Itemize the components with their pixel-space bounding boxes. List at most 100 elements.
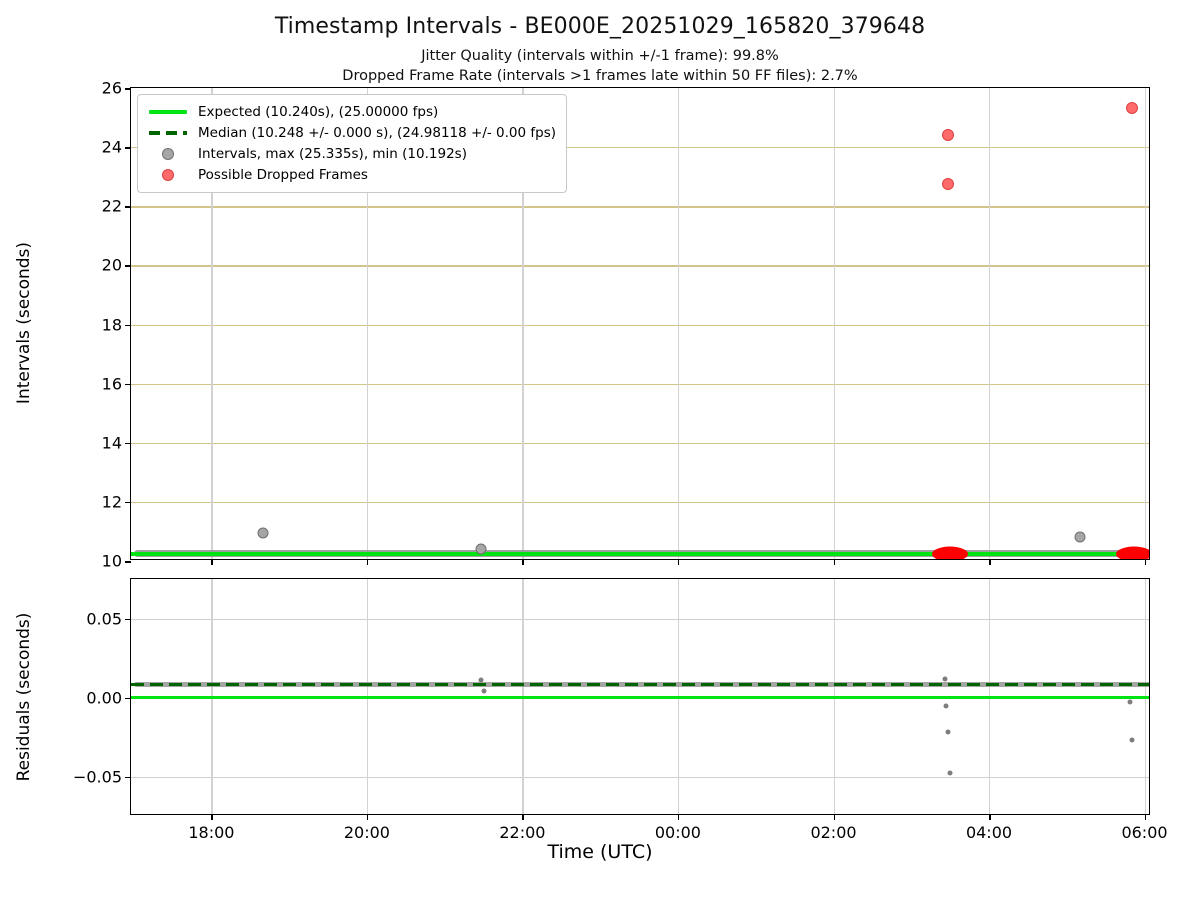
intervals-gridline-h	[131, 442, 1149, 445]
intervals-data-point	[1074, 531, 1086, 543]
intervals-y-tick-label: 18	[101, 315, 122, 334]
intervals-y-tick	[125, 501, 131, 504]
intervals-y-tick-label: 10	[101, 551, 122, 571]
residuals-x-tick	[211, 814, 213, 820]
legend-line-solid-icon	[146, 109, 190, 114]
legend-line-dashed-icon	[146, 130, 190, 135]
intervals-y-tick	[125, 383, 131, 386]
legend-label-dropped: Possible Dropped Frames	[198, 166, 368, 183]
intervals-y-tick-label: 20	[101, 255, 122, 275]
intervals-gridline-v	[1144, 88, 1146, 559]
residuals-y-tick-label: 0.00	[86, 688, 122, 707]
intervals-x-tick	[211, 559, 213, 565]
intervals-x-tick	[366, 559, 369, 565]
legend-item-dropped: Possible Dropped Frames	[146, 164, 556, 185]
residuals-data-point	[945, 729, 950, 735]
intervals-gridline-h	[131, 265, 1149, 267]
intervals-gridline-v	[211, 88, 213, 559]
residuals-expected-line	[131, 695, 1149, 700]
residuals-plot-axes: −0.05 0.00 0.05 18:00 20:00 22:00 00:00 02:00 04…	[73, 578, 1168, 842]
chart-subtitle-jitter: Jitter Quality (intervals within +/-1 fr…	[421, 48, 779, 64]
intervals-gridline-h	[131, 147, 1149, 149]
intervals-expected-line	[131, 552, 1149, 556]
intervals-y-tick	[125, 561, 131, 563]
dropped-frame-point	[941, 128, 954, 141]
intervals-gridline-h	[131, 324, 1149, 326]
legend-item-expected: Expected (10.240s), (25.00000 fps)	[146, 101, 556, 122]
intervals-y-tick	[125, 442, 131, 445]
legend-item-median: Median (10.248 +/- 0.000 s), (24.98118 +…	[146, 122, 556, 143]
residuals-x-tick	[1144, 814, 1147, 820]
x-tick-label: 02:00	[810, 823, 857, 842]
x-axis-label: Time (UTC)	[547, 841, 653, 863]
x-tick-label: 04:00	[965, 823, 1013, 842]
residuals-x-tick	[989, 814, 991, 820]
intervals-gridline-v	[833, 88, 835, 559]
legend-marker-gray-icon	[146, 147, 190, 160]
residuals-data-point	[942, 676, 948, 681]
intervals-gridline-h	[131, 383, 1149, 385]
x-tick-label: 22:00	[499, 823, 546, 842]
residuals-gridline-h	[131, 776, 1149, 778]
intervals-x-tick	[833, 559, 836, 565]
intervals-x-tick	[522, 559, 524, 565]
intervals-gridline-v	[366, 88, 369, 559]
intervals-y-tick-label: 22	[101, 196, 122, 216]
residuals-y-tick	[125, 776, 131, 779]
dropped-frame-point	[1125, 101, 1138, 114]
intervals-gridline-h	[131, 206, 1149, 208]
legend-marker-red-icon	[146, 168, 190, 181]
residuals-y-tick-label: 0.05	[86, 609, 122, 628]
intervals-y-tick-label: 26	[101, 78, 122, 98]
intervals-y-tick	[125, 88, 131, 90]
legend-label-expected: Expected (10.240s), (25.00000 fps)	[198, 103, 439, 120]
intervals-y-tick-label: 12	[101, 492, 122, 512]
residuals-x-tick	[677, 814, 680, 820]
residuals-data-point	[1129, 737, 1135, 743]
residuals-y-tick	[125, 697, 131, 700]
intervals-y-axis-label: Intervals (seconds)	[14, 241, 34, 405]
residuals-y-tick-label: −0.05	[72, 767, 122, 786]
chart-subtitle-dropped: Dropped Frame Rate (intervals >1 frames …	[342, 68, 858, 84]
intervals-y-tick	[125, 147, 131, 149]
intervals-y-tick	[125, 265, 131, 267]
intervals-data-point	[475, 543, 487, 555]
chart-title: Timestamp Intervals - BE000E_20251029_16…	[274, 14, 926, 39]
intervals-data-point	[257, 527, 269, 539]
residuals-plot-area	[131, 579, 1149, 814]
intervals-plot-area	[131, 88, 1149, 559]
intervals-plot-axes: Expected (10.240s), (25.00000 fps) Media…	[102, 79, 1150, 571]
residuals-data-point	[943, 703, 949, 709]
residuals-x-tick	[366, 814, 369, 820]
intervals-y-tick-label: 16	[101, 374, 122, 394]
x-tick-label: 00:00	[654, 823, 701, 842]
residuals-x-tick	[833, 814, 836, 820]
residuals-data-point	[947, 770, 953, 776]
intervals-y-tick	[125, 324, 131, 327]
chart-legend: Expected (10.240s), (25.00000 fps) Media…	[137, 94, 568, 193]
residuals-median-line	[131, 683, 1149, 687]
intervals-x-tick	[989, 559, 991, 565]
residuals-data-point	[478, 677, 484, 683]
dropped-frame-cluster	[1116, 546, 1149, 559]
legend-label-median: Median (10.248 +/- 0.000 s), (24.98118 +…	[198, 124, 557, 141]
intervals-y-tick-label: 14	[101, 433, 122, 453]
intervals-y-tick-label: 24	[101, 137, 122, 157]
intervals-x-tick	[1144, 559, 1147, 565]
intervals-gridline-h	[131, 501, 1149, 504]
intervals-y-tick	[125, 206, 131, 208]
residuals-gridline-h	[131, 618, 1149, 620]
residuals-y-axis-label: Residuals (seconds)	[14, 612, 34, 782]
x-tick-label: 20:00	[343, 823, 390, 842]
legend-item-intervals: Intervals, max (25.335s), min (10.192s)	[146, 143, 556, 164]
legend-label-intervals: Intervals, max (25.335s), min (10.192s)	[198, 145, 467, 162]
intervals-x-tick	[677, 559, 680, 565]
x-tick-label: 06:00	[1121, 823, 1168, 842]
dropped-frame-point	[941, 177, 954, 190]
residuals-x-tick	[522, 814, 524, 820]
intervals-gridline-v	[677, 88, 680, 559]
intervals-gridline-v	[989, 88, 991, 559]
residuals-data-point	[1127, 699, 1133, 705]
residuals-y-tick	[125, 618, 131, 621]
